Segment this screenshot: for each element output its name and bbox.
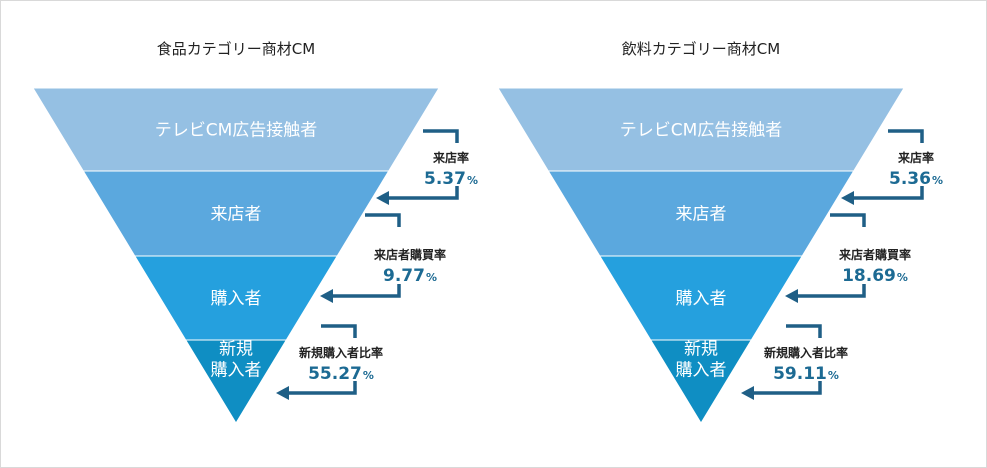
rate-value: 55.27% — [308, 364, 374, 384]
funnel-layer-label: 購入者 — [676, 289, 727, 309]
rate-value: 18.69% — [842, 266, 908, 286]
rate-label: 来店率 — [897, 150, 934, 165]
rate-number: 18.69 — [842, 266, 896, 286]
arrow-head-icon — [320, 289, 333, 303]
arrow-head-icon — [841, 191, 854, 205]
funnel-layer-label: テレビCM広告接触者 — [155, 121, 318, 141]
arrow-head-icon — [376, 191, 389, 205]
funnel-2: 飲料カテゴリー商材CMテレビCM広告接触者来店者購入者新規購入者来店率5.36%… — [497, 40, 943, 424]
rate-label: 新規購入者比率 — [764, 345, 848, 360]
funnel-layer-label: 購入者 — [676, 361, 727, 381]
rate-unit: % — [467, 174, 478, 187]
rate-unit: % — [363, 369, 374, 382]
arrow-head-icon — [785, 289, 798, 303]
funnel-layer-label: 来店者 — [676, 205, 727, 225]
rate-value: 59.11% — [773, 364, 839, 384]
rate-value: 5.36% — [889, 169, 943, 189]
rate-number: 9.77 — [383, 266, 425, 286]
rate-arrow — [286, 324, 357, 395]
arrow-head-icon — [741, 386, 754, 400]
funnel-layer-label: 来店者 — [211, 205, 262, 225]
funnel-layer-label: テレビCM広告接触者 — [620, 121, 783, 141]
rate-number: 55.27 — [308, 364, 362, 384]
rate-label: 来店者購買率 — [373, 247, 446, 262]
funnel-layer — [649, 339, 753, 424]
rate-unit: % — [426, 271, 437, 284]
rate-value: 5.37% — [424, 169, 478, 189]
rate-arrow — [851, 129, 924, 200]
rate-arrow — [330, 213, 401, 298]
rate-unit: % — [897, 271, 908, 284]
funnel-layer-label: 新規 — [219, 340, 253, 360]
arrow-head-icon — [276, 386, 289, 400]
funnel-layer — [184, 339, 288, 424]
rate-arrow — [795, 213, 866, 298]
rate-number: 5.36 — [889, 169, 931, 189]
rate-unit: % — [828, 369, 839, 382]
funnel-layer-label: 購入者 — [211, 289, 262, 309]
funnel-layer-label: 購入者 — [211, 361, 262, 381]
rate-label: 新規購入者比率 — [299, 345, 383, 360]
rate-arrow — [386, 129, 459, 200]
rate-label: 来店率 — [432, 150, 469, 165]
rate-label: 来店者購買率 — [838, 247, 911, 262]
funnel-layer-label: 新規 — [684, 340, 718, 360]
rate-unit: % — [932, 174, 943, 187]
funnel-title: 飲料カテゴリー商材CM — [622, 40, 780, 58]
funnel-title: 食品カテゴリー商材CM — [157, 40, 315, 58]
rate-value: 9.77% — [383, 266, 437, 286]
funnel-1: 食品カテゴリー商材CMテレビCM広告接触者来店者購入者新規購入者来店率5.37%… — [32, 40, 478, 424]
rate-number: 59.11 — [773, 364, 827, 384]
rate-number: 5.37 — [424, 169, 466, 189]
rate-arrow — [751, 324, 822, 395]
